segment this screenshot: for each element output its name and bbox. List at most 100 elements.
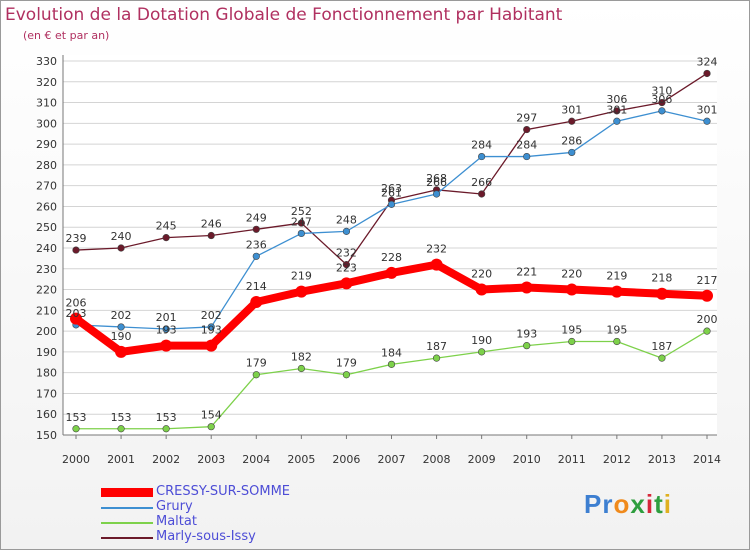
data-point-maltat-2008 (432, 354, 441, 362)
data-label-grury-2008: 266 (426, 176, 447, 189)
data-label-cressy-sur-somme-2003: 193 (201, 324, 222, 337)
y-tick-label-260: 260 (36, 200, 57, 213)
data-point-grury-2006 (342, 227, 351, 235)
data-point-marly-sous-issy-2002 (162, 234, 170, 242)
y-tick-label-320: 320 (36, 76, 57, 89)
data-point-cressy-sur-somme-2004 (250, 296, 263, 309)
data-point-marly-sous-issy-2004 (252, 225, 260, 233)
logo-letter: r (602, 489, 614, 519)
data-point-grury-2001 (117, 323, 125, 331)
data-point-cressy-sur-somme-2008 (430, 258, 443, 271)
data-label-grury-2000: 203 (66, 307, 87, 320)
data-point-cressy-sur-somme-2009 (475, 283, 488, 296)
data-label-maltat-2005: 182 (291, 351, 312, 364)
data-label-maltat-2004: 179 (246, 357, 267, 370)
data-point-marly-sous-issy-2006 (342, 261, 351, 269)
data-point-cressy-sur-somme-2014 (701, 289, 713, 302)
data-label-marly-sous-issy-2014: 324 (697, 55, 718, 68)
data-point-marly-sous-issy-2009 (478, 190, 486, 198)
data-point-cressy-sur-somme-2013 (655, 287, 668, 300)
data-label-marly-sous-issy-2006: 232 (336, 247, 357, 260)
data-label-marly-sous-issy-2009: 266 (471, 176, 492, 189)
data-label-grury-2005: 247 (291, 215, 312, 228)
data-label-grury-2007: 261 (381, 186, 402, 199)
data-point-maltat-2012 (613, 337, 621, 346)
data-point-maltat-2002 (162, 425, 170, 433)
y-tick-label-280: 280 (36, 159, 57, 172)
x-tick-label-2001: 2001 (107, 453, 135, 466)
data-label-maltat-2007: 184 (381, 346, 402, 359)
data-point-marly-sous-issy-2014 (703, 69, 711, 78)
plot-area (63, 55, 717, 435)
legend-label-grury: Grury (156, 499, 193, 514)
data-point-grury-2007 (387, 200, 396, 208)
data-point-maltat-2000 (72, 425, 80, 433)
data-point-grury-2013 (658, 107, 666, 115)
data-label-marly-sous-issy-2010: 297 (516, 112, 537, 125)
y-tick-label-240: 240 (36, 242, 57, 255)
data-point-grury-2014 (703, 117, 711, 125)
y-tick-label-150: 150 (36, 429, 57, 442)
data-label-cressy-sur-somme-2008: 232 (426, 243, 447, 256)
x-tick-label-2013: 2013 (648, 453, 676, 466)
data-point-maltat-2003 (207, 423, 215, 431)
legend-swatch-marly (101, 537, 153, 539)
x-tick-label-2006: 2006 (332, 453, 360, 466)
data-point-maltat-2011 (568, 337, 576, 346)
y-tick-label-270: 270 (36, 180, 57, 193)
data-point-grury-2011 (568, 148, 576, 157)
data-point-cressy-sur-somme-2001 (115, 345, 128, 358)
x-tick-label-2004: 2004 (242, 453, 270, 466)
y-tick-label-300: 300 (36, 117, 57, 130)
data-label-grury-2009: 284 (471, 139, 492, 152)
data-label-marly-sous-issy-2011: 301 (561, 103, 582, 116)
data-label-maltat-2012: 195 (606, 324, 627, 337)
data-point-cressy-sur-somme-2003 (205, 339, 218, 352)
data-label-cressy-sur-somme-2004: 214 (246, 280, 267, 293)
data-label-cressy-sur-somme-2007: 228 (381, 251, 402, 264)
logo-letter: i (645, 489, 655, 519)
data-point-marly-sous-issy-2013 (658, 98, 666, 107)
data-label-cressy-sur-somme-2002: 193 (156, 324, 177, 337)
chart-subtitle: (en € et par an) (23, 29, 110, 42)
data-label-grury-2006: 248 (336, 213, 357, 226)
legend-swatch-grury (101, 507, 153, 509)
data-label-maltat-2006: 179 (336, 357, 357, 370)
data-label-maltat-2008: 187 (426, 340, 447, 353)
data-label-marly-sous-issy-2003: 246 (201, 218, 222, 231)
data-label-maltat-2002: 153 (156, 411, 177, 424)
data-label-cressy-sur-somme-2014: 217 (697, 274, 718, 287)
data-label-grury-2013: 306 (651, 93, 672, 106)
x-tick-label-2005: 2005 (287, 453, 315, 466)
data-point-marly-sous-issy-2010 (523, 125, 531, 134)
data-point-cressy-sur-somme-2012 (610, 285, 623, 298)
data-label-grury-2001: 202 (111, 309, 132, 322)
legend-swatch-cressy (101, 488, 153, 497)
data-point-marly-sous-issy-2005 (297, 219, 305, 227)
y-tick-label-170: 170 (36, 387, 57, 400)
proxiti-logo: Proxiti (584, 489, 672, 520)
data-point-maltat-2010 (523, 342, 531, 350)
series-layer (70, 69, 713, 433)
data-point-maltat-2005 (297, 364, 305, 373)
data-point-marly-sous-issy-2000 (72, 246, 80, 254)
data-point-grury-2004 (252, 252, 260, 260)
data-label-marly-sous-issy-2000: 239 (66, 232, 87, 245)
data-label-maltat-2009: 190 (471, 334, 492, 347)
data-label-maltat-2013: 187 (651, 340, 672, 353)
data-point-cressy-sur-somme-2007 (385, 266, 398, 279)
data-label-grury-2011: 286 (561, 134, 582, 147)
data-point-maltat-2006 (342, 371, 351, 379)
data-label-cressy-sur-somme-2000: 206 (66, 297, 87, 310)
y-tick-label-220: 220 (36, 284, 57, 297)
data-label-marly-sous-issy-2012: 306 (606, 93, 627, 106)
grid-layer (63, 55, 717, 436)
x-tick-label-2011: 2011 (558, 453, 586, 466)
data-label-grury-2014: 301 (697, 103, 718, 116)
y-tick-label-200: 200 (36, 325, 57, 338)
legend-label-maltat: Maltat (156, 514, 197, 529)
y-tick-label-230: 230 (36, 263, 57, 276)
y-tick-label-160: 160 (36, 408, 57, 421)
